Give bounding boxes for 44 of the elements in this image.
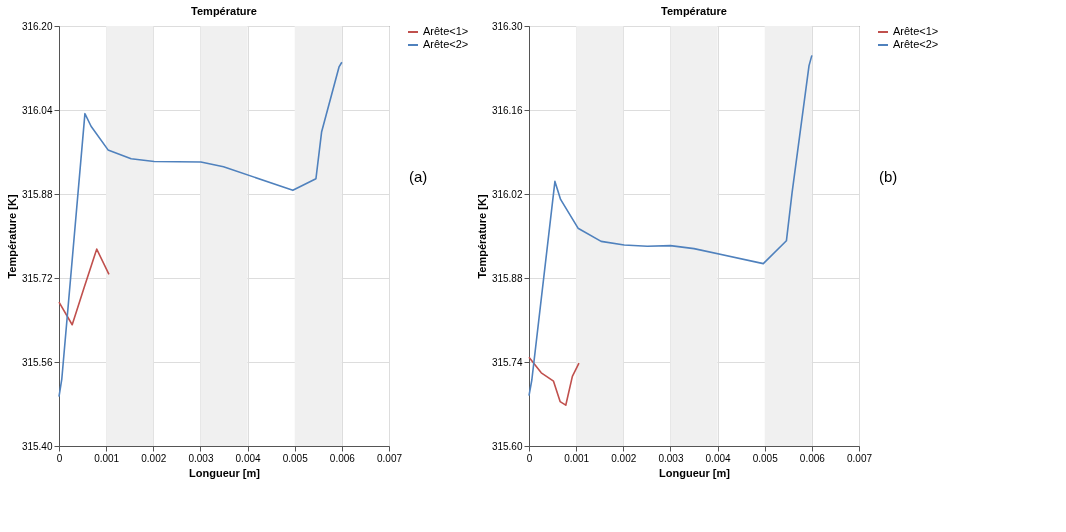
y-tick-label: 315.88 xyxy=(491,272,523,284)
y-tick-label: 316.30 xyxy=(491,20,523,32)
y-axis-title: Température [K] xyxy=(5,194,18,279)
text: (b) xyxy=(879,168,898,186)
x-tick-label: 0.001 xyxy=(564,452,590,464)
legend-label: Arête<2> xyxy=(423,38,469,50)
x-tick-label: 0.004 xyxy=(705,452,732,464)
x-tick-label: 0 xyxy=(526,452,533,464)
x-tick-label: 0.005 xyxy=(752,452,779,464)
legend-label: Arête<1> xyxy=(423,25,469,37)
x-tick-label: 0.001 xyxy=(94,452,120,464)
y-tick-label: 316.04 xyxy=(21,104,53,116)
x-tick-label: 0.002 xyxy=(141,452,167,464)
x-axis-title: Longueur [m] xyxy=(189,466,261,479)
chart-title: Température xyxy=(661,5,727,17)
legend-label: Arête<2> xyxy=(893,38,939,50)
line-series xyxy=(58,61,343,398)
text: (a) xyxy=(409,168,428,186)
line-series xyxy=(528,54,813,397)
y-tick-label: 316.02 xyxy=(491,188,523,200)
y-tick-label: 316.16 xyxy=(491,104,523,116)
line-series xyxy=(58,248,110,326)
x-tick-label: 0.006 xyxy=(329,452,356,464)
y-tick-label: 315.60 xyxy=(491,440,523,452)
x-axis-title: Longueur [m] xyxy=(659,466,731,479)
y-tick-label: 315.72 xyxy=(21,272,53,284)
y-tick-label: 315.56 xyxy=(21,356,53,368)
legend-label: Arête<1> xyxy=(893,25,939,37)
x-tick-label: 0.007 xyxy=(376,452,403,464)
x-tick-label: 0.003 xyxy=(188,452,214,464)
x-tick-label: 0.005 xyxy=(282,452,309,464)
y-tick-label: 315.40 xyxy=(21,440,53,452)
x-tick-label: 0.004 xyxy=(235,452,262,464)
y-axis-title: Température [K] xyxy=(475,194,488,279)
line-series xyxy=(528,356,580,406)
x-tick-label: 0.002 xyxy=(611,452,637,464)
x-tick-label: 0 xyxy=(56,452,63,464)
y-tick-label: 315.74 xyxy=(491,356,523,368)
x-tick-label: 0.003 xyxy=(658,452,684,464)
y-tick-label: 316.20 xyxy=(21,20,53,32)
y-tick-label: 315.88 xyxy=(21,188,53,200)
x-tick-label: 0.007 xyxy=(846,452,873,464)
x-tick-label: 0.006 xyxy=(799,452,826,464)
chart-title: Température xyxy=(191,5,257,17)
